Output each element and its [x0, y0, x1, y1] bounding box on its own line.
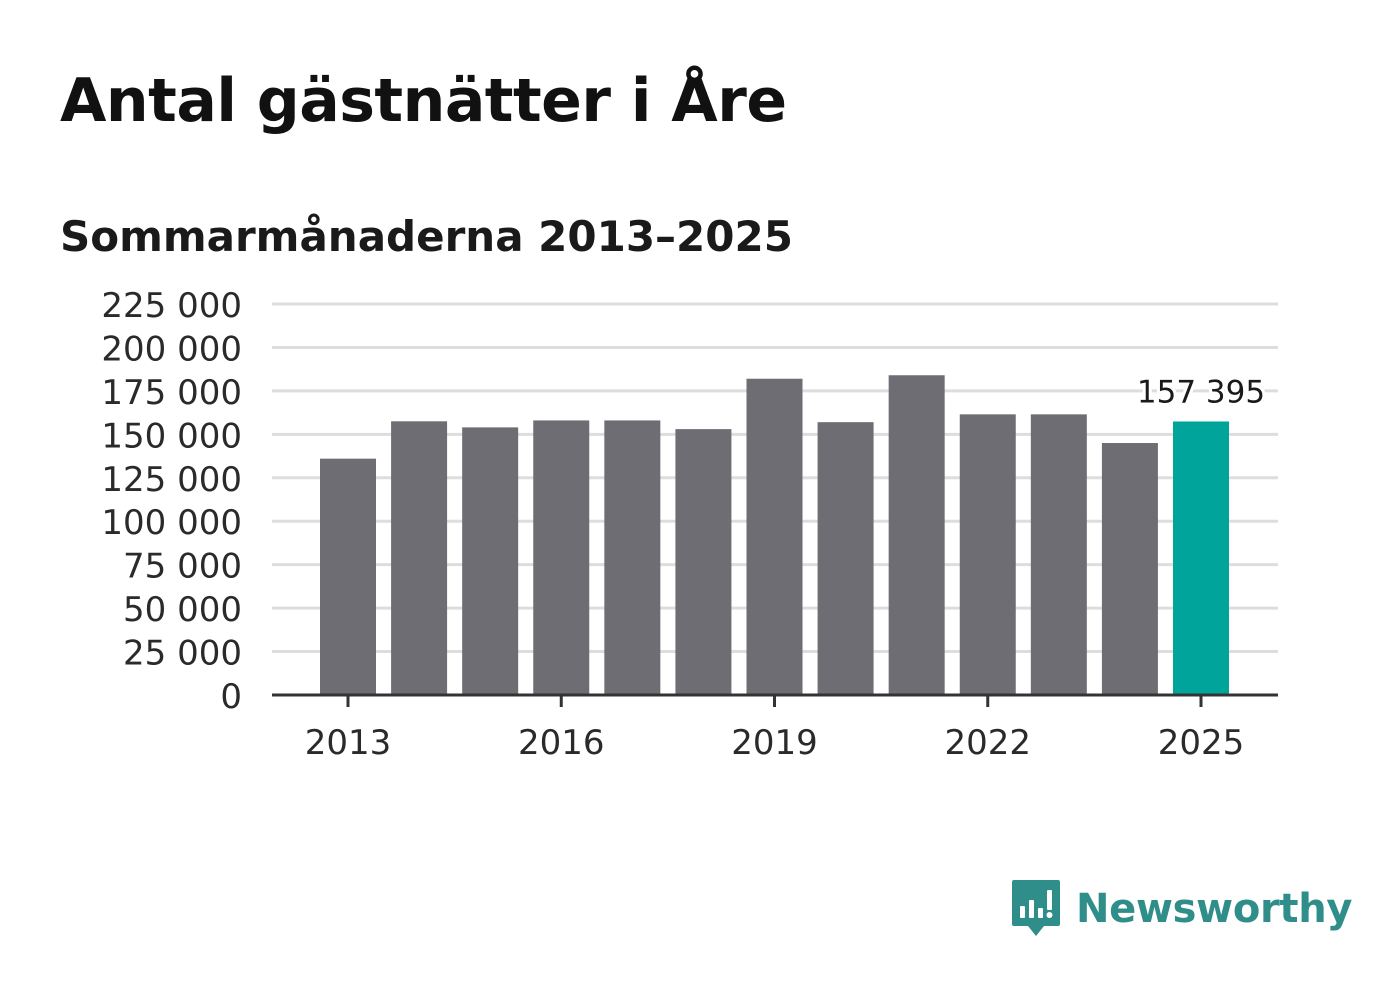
x-tick-label: 2019	[731, 723, 818, 763]
brand-logo: Newsworthy	[1010, 878, 1353, 940]
y-tick-label: 75 000	[123, 547, 242, 587]
y-tick-label: 50 000	[123, 590, 242, 630]
y-tick-label: 125 000	[101, 460, 242, 500]
bar-2022	[959, 414, 1016, 695]
x-axis-ticks: 2013 2016 2019 2022 2025	[305, 695, 1245, 763]
bar-2015	[462, 427, 519, 695]
bars	[320, 375, 1229, 695]
bar-2017	[604, 420, 661, 695]
bar-2013	[320, 458, 376, 695]
bar-2018	[675, 429, 732, 695]
bar-2016	[533, 420, 590, 695]
data-label-2025: 157 395	[1137, 374, 1265, 410]
bar-2021	[888, 375, 945, 695]
y-tick-label: 100 000	[101, 503, 242, 543]
chart-title: Antal gästnätter i Åre	[60, 66, 787, 136]
bar-2019	[746, 378, 803, 695]
newsworthy-logo-icon	[1012, 880, 1060, 936]
y-tick-label: 0	[220, 677, 242, 717]
x-tick-label: 2025	[1158, 723, 1245, 763]
y-tick-label: 175 000	[101, 373, 242, 413]
brand-name: Newsworthy	[1076, 886, 1353, 932]
bar-2020	[817, 422, 874, 695]
chart-subtitle: Sommarmånaderna 2013–2025	[60, 212, 793, 261]
x-tick-label: 2022	[944, 723, 1031, 763]
x-tick-label: 2016	[518, 723, 605, 763]
y-tick-label: 200 000	[101, 329, 242, 369]
y-tick-label: 150 000	[101, 416, 242, 456]
bar-2024	[1101, 443, 1158, 695]
bar-2023	[1030, 414, 1087, 695]
data-labels: 157 395	[1134, 371, 1268, 413]
bar-2025	[1173, 421, 1229, 695]
bar-2014	[391, 421, 448, 695]
y-tick-label: 225 000	[101, 286, 242, 326]
x-tick-label: 2013	[305, 723, 392, 763]
y-tick-label: 25 000	[123, 634, 242, 674]
